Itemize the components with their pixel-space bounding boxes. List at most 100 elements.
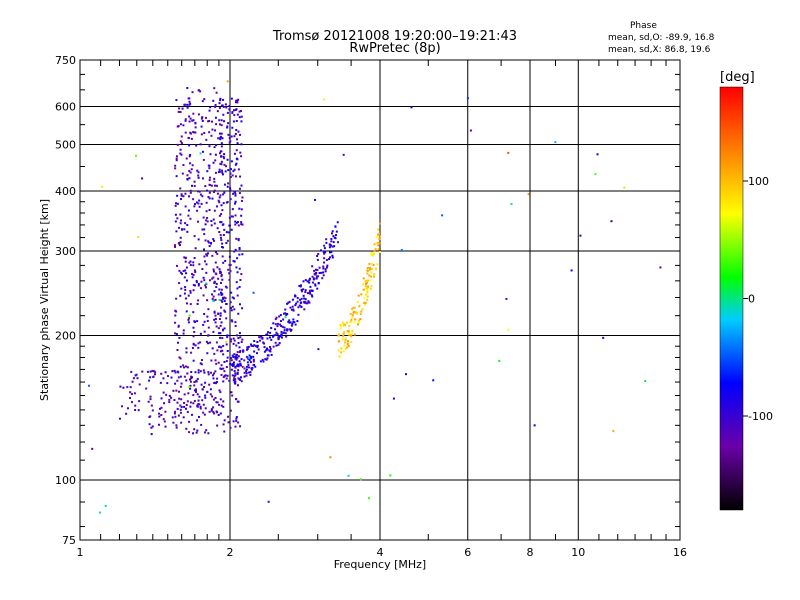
data-point bbox=[272, 335, 275, 338]
data-point bbox=[216, 377, 219, 380]
data-point bbox=[180, 142, 183, 145]
data-point bbox=[233, 339, 236, 342]
data-point bbox=[185, 310, 188, 313]
data-point bbox=[202, 369, 205, 372]
data-point bbox=[510, 203, 513, 206]
data-point bbox=[192, 261, 195, 264]
data-point bbox=[246, 361, 249, 364]
data-point bbox=[188, 120, 191, 123]
data-point bbox=[208, 167, 211, 170]
data-point bbox=[320, 271, 323, 274]
data-point bbox=[205, 263, 208, 266]
data-point bbox=[218, 102, 221, 105]
data-point bbox=[197, 282, 200, 285]
data-point bbox=[202, 216, 205, 219]
data-point bbox=[166, 382, 169, 385]
data-point bbox=[219, 99, 222, 102]
data-point bbox=[180, 398, 183, 401]
data-point bbox=[217, 332, 220, 335]
data-point bbox=[302, 294, 305, 297]
data-point bbox=[335, 230, 338, 233]
data-point bbox=[229, 301, 232, 304]
data-point bbox=[232, 362, 235, 365]
data-point bbox=[185, 302, 188, 305]
data-point bbox=[198, 205, 201, 208]
data-point bbox=[180, 382, 183, 385]
data-point bbox=[159, 381, 162, 384]
data-point bbox=[226, 185, 229, 188]
data-point bbox=[292, 309, 295, 312]
data-point bbox=[350, 334, 353, 337]
data-point bbox=[239, 364, 242, 367]
data-point bbox=[207, 326, 210, 329]
data-point bbox=[316, 258, 319, 261]
data-point bbox=[237, 130, 240, 133]
data-point bbox=[263, 346, 266, 349]
data-point bbox=[230, 160, 233, 163]
data-point bbox=[236, 294, 239, 297]
data-point bbox=[188, 261, 191, 264]
data-point bbox=[175, 389, 178, 392]
data-point bbox=[224, 170, 227, 173]
data-point bbox=[203, 431, 206, 434]
data-point bbox=[226, 80, 229, 83]
data-point bbox=[172, 421, 175, 424]
data-point bbox=[314, 283, 317, 286]
data-point bbox=[178, 107, 181, 110]
data-point bbox=[221, 246, 224, 249]
data-point bbox=[207, 308, 210, 311]
data-point bbox=[180, 228, 183, 231]
data-point bbox=[250, 343, 253, 346]
plot-subtitle: RwPretec (8p) bbox=[349, 41, 441, 56]
data-point bbox=[228, 141, 231, 144]
data-point bbox=[235, 149, 238, 152]
data-point bbox=[180, 421, 183, 424]
data-point bbox=[324, 251, 327, 254]
data-point bbox=[176, 143, 179, 146]
data-point bbox=[315, 268, 318, 271]
data-point bbox=[219, 391, 222, 394]
data-point bbox=[215, 205, 218, 208]
data-point bbox=[623, 186, 626, 189]
data-point bbox=[133, 392, 136, 395]
data-point bbox=[174, 382, 177, 385]
data-point bbox=[206, 299, 209, 302]
data-point bbox=[232, 259, 235, 262]
data-point bbox=[182, 329, 185, 332]
data-point bbox=[350, 318, 353, 321]
data-point bbox=[346, 321, 349, 324]
data-point bbox=[226, 336, 229, 339]
data-point bbox=[181, 172, 184, 175]
data-point bbox=[272, 334, 275, 337]
data-point bbox=[168, 394, 171, 397]
data-point bbox=[178, 356, 181, 359]
data-point bbox=[215, 184, 218, 187]
data-point bbox=[226, 374, 229, 377]
data-point bbox=[212, 295, 215, 298]
data-point bbox=[171, 416, 174, 419]
data-point bbox=[213, 318, 216, 321]
data-point bbox=[232, 363, 235, 366]
data-point bbox=[246, 346, 249, 349]
data-point bbox=[183, 276, 186, 279]
data-point bbox=[195, 390, 198, 393]
data-point bbox=[218, 196, 221, 199]
data-point bbox=[174, 164, 177, 167]
data-point bbox=[207, 120, 210, 123]
data-point bbox=[175, 155, 178, 158]
data-point bbox=[234, 366, 237, 369]
data-point bbox=[230, 228, 233, 231]
data-point bbox=[206, 170, 209, 173]
data-point bbox=[230, 319, 233, 322]
data-point bbox=[192, 284, 195, 287]
data-point bbox=[248, 371, 251, 374]
data-point bbox=[193, 269, 196, 272]
data-point bbox=[180, 287, 183, 290]
data-point bbox=[279, 320, 282, 323]
plot-grid bbox=[80, 60, 680, 540]
y-tick-label: 400 bbox=[55, 185, 76, 198]
data-point bbox=[179, 222, 182, 225]
data-point bbox=[275, 331, 278, 334]
data-point bbox=[219, 162, 222, 165]
data-point bbox=[347, 330, 350, 333]
